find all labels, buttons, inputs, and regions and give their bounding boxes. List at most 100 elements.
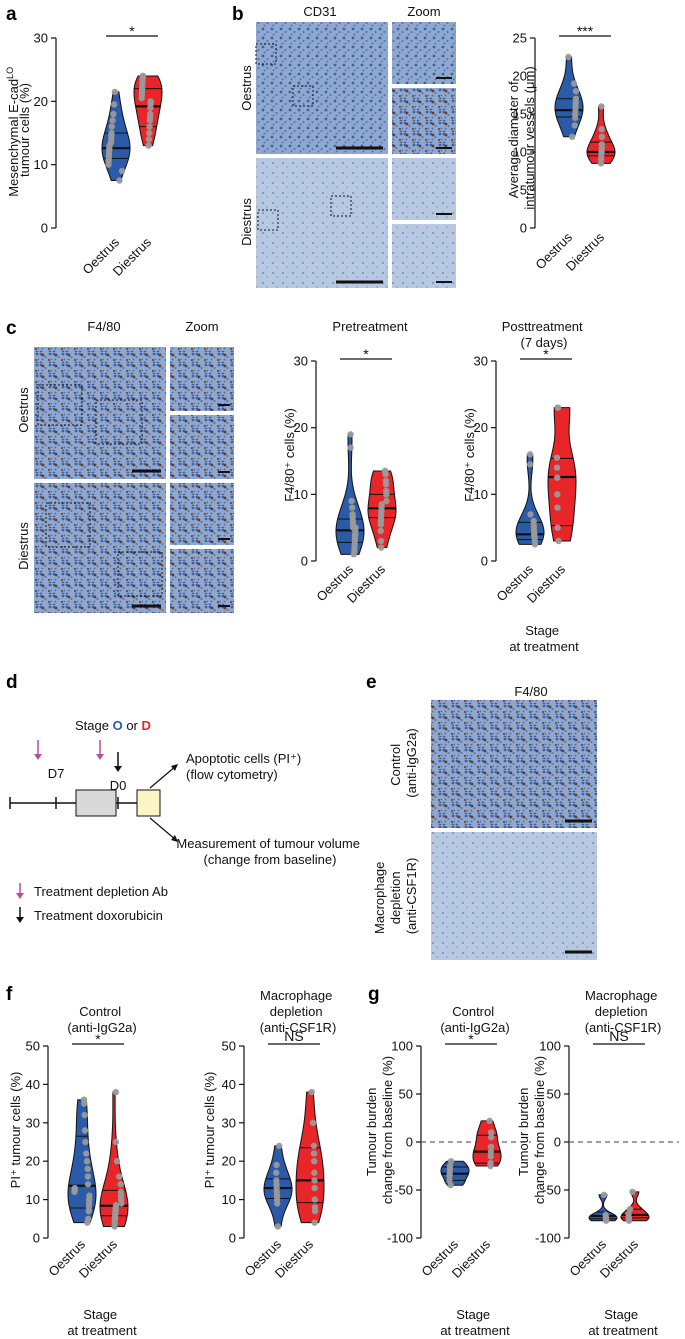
data-point: [81, 1127, 89, 1134]
data-point: [80, 1096, 88, 1103]
panel-g-title-control-line1: Control: [452, 1004, 494, 1019]
panel-g-title-depletion-line1: Macrophage: [585, 988, 657, 1003]
data-point: [446, 1162, 454, 1170]
zoom-box: [45, 502, 91, 548]
data-point: [348, 497, 355, 505]
panel-label-b: b: [232, 4, 244, 25]
data-point: [530, 517, 537, 525]
data-point: [602, 1211, 609, 1219]
data-point: [118, 167, 126, 175]
data-point: [81, 1111, 88, 1119]
y-tick-label: 30: [222, 1115, 236, 1130]
panel-c-post-title: Posttreatment (7 days): [502, 319, 587, 350]
y-tick-label: 10: [26, 1192, 40, 1207]
data-point: [311, 1169, 318, 1176]
panel-g-ylabel-control-line2: change from baseline (%): [380, 1056, 395, 1204]
zoom-box: [255, 43, 277, 65]
panel-f-title-control: Control (anti-IgG2a): [67, 1004, 136, 1035]
panel-f-ylabel-control: PI⁺ tumour cells (%): [8, 1072, 23, 1189]
data-point: [311, 1196, 318, 1203]
panel-f-ylabel-depletion: PI⁺ tumour cells (%): [202, 1072, 217, 1189]
panel-c-row-diestrus: Diestrus: [16, 522, 31, 570]
legend-doxorubicin-label: Treatment doxorubicin: [34, 908, 163, 923]
y-tick-label: 0: [41, 221, 48, 236]
data-point: [146, 129, 153, 137]
panel-c-zoom-title: Zoom: [185, 319, 218, 334]
legend-depletion-label: Treatment depletion Ab: [34, 884, 168, 899]
y-tick-label: 5: [520, 183, 527, 198]
y-tick-label: 10: [222, 1192, 236, 1207]
data-point: [554, 524, 561, 531]
outcome-tumour-volume-line1: Measurement of tumour volume: [176, 836, 360, 851]
depletion-arrowhead: [96, 754, 104, 760]
panel-g-ylabel-depletion-line2: change from baseline (%): [532, 1056, 547, 1204]
y-tick-label: 30: [294, 354, 308, 369]
label-d7: D7: [48, 766, 65, 781]
panel-b-row-oestrus: Oestrus: [239, 65, 254, 111]
panel-g-xlabel-depletion: Stage at treatment: [588, 1307, 658, 1338]
panel-c-pre-title: Pretreatment: [332, 319, 408, 334]
data-point: [446, 1177, 453, 1184]
data-point: [311, 1219, 318, 1226]
data-point: [109, 117, 116, 124]
data-point: [84, 1165, 91, 1173]
outcome-apoptosis-line2: (flow cytometry): [186, 767, 278, 782]
y-tick-label: 100: [391, 1039, 413, 1054]
y-tick-label: -50: [394, 1183, 413, 1198]
y-tick-label: 0: [406, 1135, 413, 1150]
data-point: [347, 444, 354, 451]
data-point: [274, 1223, 282, 1230]
data-point: [598, 133, 606, 140]
micrograph-cd31-diestrus: [256, 158, 388, 288]
panel-g-xlabel-control-line1: Stage: [456, 1307, 490, 1322]
significance-label: ***: [577, 23, 594, 39]
data-point: [487, 1159, 494, 1167]
panel-g-xlabel-control-line2: at treatment: [440, 1323, 510, 1338]
violin-oestrus: [515, 453, 545, 545]
panel-g-ylabel-control: Tumour burden change from baseline (%): [364, 1056, 395, 1204]
data-point: [383, 487, 390, 495]
data-point: [526, 461, 534, 468]
data-point: [108, 129, 115, 137]
data-point: [276, 1142, 283, 1150]
zoom-box: [37, 384, 83, 426]
panel-e-row2-label: Macrophage depletion (anti-CSF1R): [372, 858, 419, 935]
panel-g-title-control: Control (anti-IgG2a): [440, 1004, 509, 1035]
panel-f-xlabel-control-line2: at treatment: [67, 1323, 137, 1338]
panel-f-title-control-line1: Control: [79, 1004, 121, 1019]
data-point: [83, 1158, 91, 1165]
data-point: [71, 1184, 79, 1192]
panel-f-title-depletion: Macrophage depletion (anti-CSF1R): [260, 988, 337, 1035]
stage-o: O: [113, 718, 123, 733]
panel-b-row-diestrus: Diestrus: [239, 198, 254, 246]
data-point: [527, 511, 534, 518]
doxorubicin-arrowhead: [114, 766, 122, 772]
significance-label: *: [363, 346, 369, 362]
zoom-image: [392, 88, 456, 154]
panel-label-c: c: [6, 318, 17, 339]
data-point: [447, 1182, 454, 1189]
panel-g-title-depletion: Macrophage depletion (anti-CSF1R): [585, 988, 662, 1035]
panel-c-post-ylabel: F4/80⁺ cells (%): [462, 408, 477, 502]
data-point: [108, 123, 116, 130]
data-point: [571, 122, 578, 129]
panel-f-xlabel-control: Stage at treatment: [67, 1307, 137, 1338]
data-point: [308, 1088, 315, 1096]
y-tick-label: 25: [513, 31, 527, 46]
zoom-image: [392, 224, 456, 288]
data-point: [83, 1150, 90, 1157]
y-tick-label: 10: [294, 487, 308, 502]
zoom-image: [392, 158, 456, 220]
data-point: [600, 1191, 608, 1199]
y-tick-label: 10: [513, 145, 527, 160]
y-tick-label: 40: [222, 1077, 236, 1092]
micrograph-f480-depletion: [431, 832, 597, 960]
data-point: [117, 1188, 125, 1196]
y-tick-label: 20: [513, 69, 527, 84]
panel-g-title-depletion-line2: depletion: [595, 1004, 648, 1019]
zoom-box: [330, 195, 352, 217]
data-point: [598, 141, 606, 148]
panel-label-e: e: [366, 672, 377, 693]
panel-b-ylabel-line2: intratumour vessels (μm): [522, 66, 537, 209]
violin-diestrus: [472, 1120, 502, 1167]
